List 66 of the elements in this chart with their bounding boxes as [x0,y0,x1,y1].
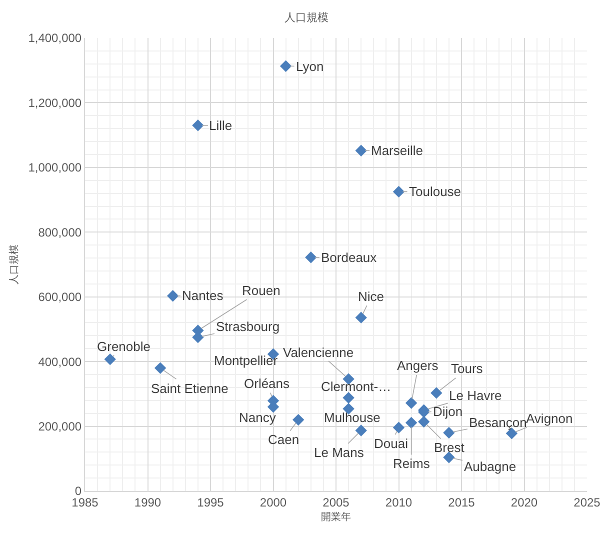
y-tick-label: 600,000 [38,290,82,304]
point [392,186,405,198]
data-label: Tours [451,361,484,376]
y-tick-label: 800,000 [38,225,82,240]
data-label: Le Havre [449,388,502,403]
x-axis-title: 開業年 [321,510,351,523]
point [430,387,442,399]
data-label: Toulouse [409,184,462,199]
data-label: Dijon [433,404,463,419]
point [443,426,455,439]
data-label: Angers [397,358,439,373]
y-tick-label: 1,400,000 [28,31,82,46]
x-tick-label: 2020 [510,495,538,510]
data-label: Mulhouse [324,410,380,425]
data-label: Brest [434,440,465,455]
point [418,416,430,428]
data-label: Orléans [244,376,290,391]
point [342,392,354,404]
x-tick-label: 2005 [322,495,350,510]
x-tick-label: 2000 [260,495,287,510]
data-label: Douai [374,436,408,451]
data-label: Saint Etienne [151,381,228,396]
data-label: Lille [209,118,232,133]
data-label: Clermont-… [321,379,392,394]
data-label: Nancy [239,410,276,425]
point [355,144,367,156]
data-label: Le Mans [314,445,364,460]
y-tick-label: 400,000 [38,354,82,369]
y-tick-label: 1,000,000 [28,160,82,175]
data-label: Grenoble [97,339,150,354]
point [355,424,367,436]
data-label: Bordeaux [321,250,378,265]
point [355,312,367,324]
point [405,397,418,409]
point [405,416,418,429]
x-tick-label: 1995 [197,495,224,510]
data-label: Nice [358,289,384,304]
data-label: Nantes [182,288,224,303]
x-tick-label: 1990 [134,495,162,510]
data-label: Marseille [371,143,424,158]
data-label: Strasbourg [216,319,280,334]
data-label: Rouen [242,283,280,298]
data-label: Valencienne [283,345,354,360]
point [292,414,304,426]
data-label: Lyon [296,59,324,74]
point [392,422,405,434]
data-label: Besançon [469,415,527,430]
data-label: Avignon [526,411,573,426]
y-tick-label: 200,000 [38,419,82,434]
y-tick-label: 1,200,000 [28,96,82,110]
point [192,120,204,132]
data-label: Reims [393,456,430,471]
x-tick-label: 2010 [385,495,412,510]
data-label: Aubagne [464,459,516,474]
point [154,362,166,374]
point [443,452,455,464]
y-axis-title: 人口規模 [8,244,20,284]
chart-title: 人口規模 [284,12,328,24]
point [104,353,116,366]
data-label: Montpellier [214,353,278,368]
x-tick-label: 2025 [574,495,601,510]
x-tick-label: 2015 [448,495,476,510]
point [305,252,317,264]
point [280,60,292,72]
point [167,290,179,302]
data-label: Caen [268,432,300,447]
